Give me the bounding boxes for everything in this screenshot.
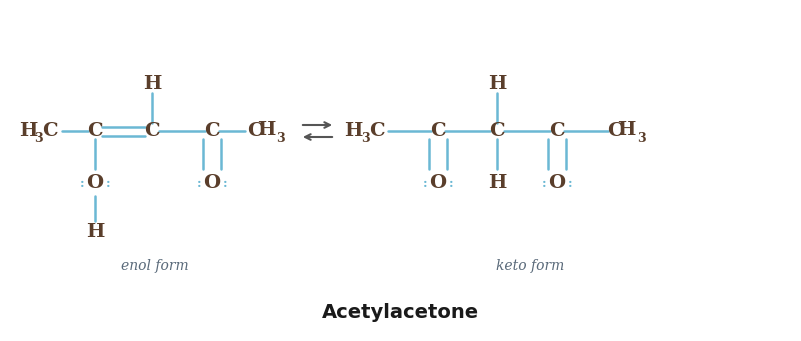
Text: C: C [144,122,160,140]
Text: C: C [42,122,58,140]
Text: C: C [87,122,103,140]
Text: :: : [541,177,546,190]
Text: H: H [488,174,506,192]
Text: H: H [18,122,37,140]
Text: H: H [143,75,161,93]
Text: 3: 3 [276,132,284,145]
Text: C: C [607,122,623,140]
Text: O: O [203,174,220,192]
Text: H: H [86,223,104,241]
Text: :: : [223,177,227,190]
Text: H: H [344,122,362,140]
Text: :: : [568,177,572,190]
Text: enol form: enol form [121,259,189,273]
Text: C: C [204,122,219,140]
Text: H: H [488,75,506,93]
Text: 3: 3 [360,132,369,145]
Text: :: : [449,177,453,190]
Text: :: : [79,177,84,190]
Text: 3: 3 [637,132,646,145]
Text: H: H [617,121,635,139]
Text: C: C [549,122,565,140]
Text: C: C [430,122,446,140]
Text: C: C [248,122,263,140]
Text: :: : [197,177,201,190]
Text: O: O [429,174,447,192]
Text: Acetylacetone: Acetylacetone [321,303,478,323]
Text: keto form: keto form [496,259,564,273]
Text: :: : [423,177,427,190]
Text: O: O [549,174,566,192]
Text: H: H [257,121,276,139]
Text: O: O [87,174,103,192]
Text: :: : [106,177,111,190]
Text: C: C [369,122,384,140]
Text: 3: 3 [34,132,42,145]
Text: C: C [489,122,505,140]
